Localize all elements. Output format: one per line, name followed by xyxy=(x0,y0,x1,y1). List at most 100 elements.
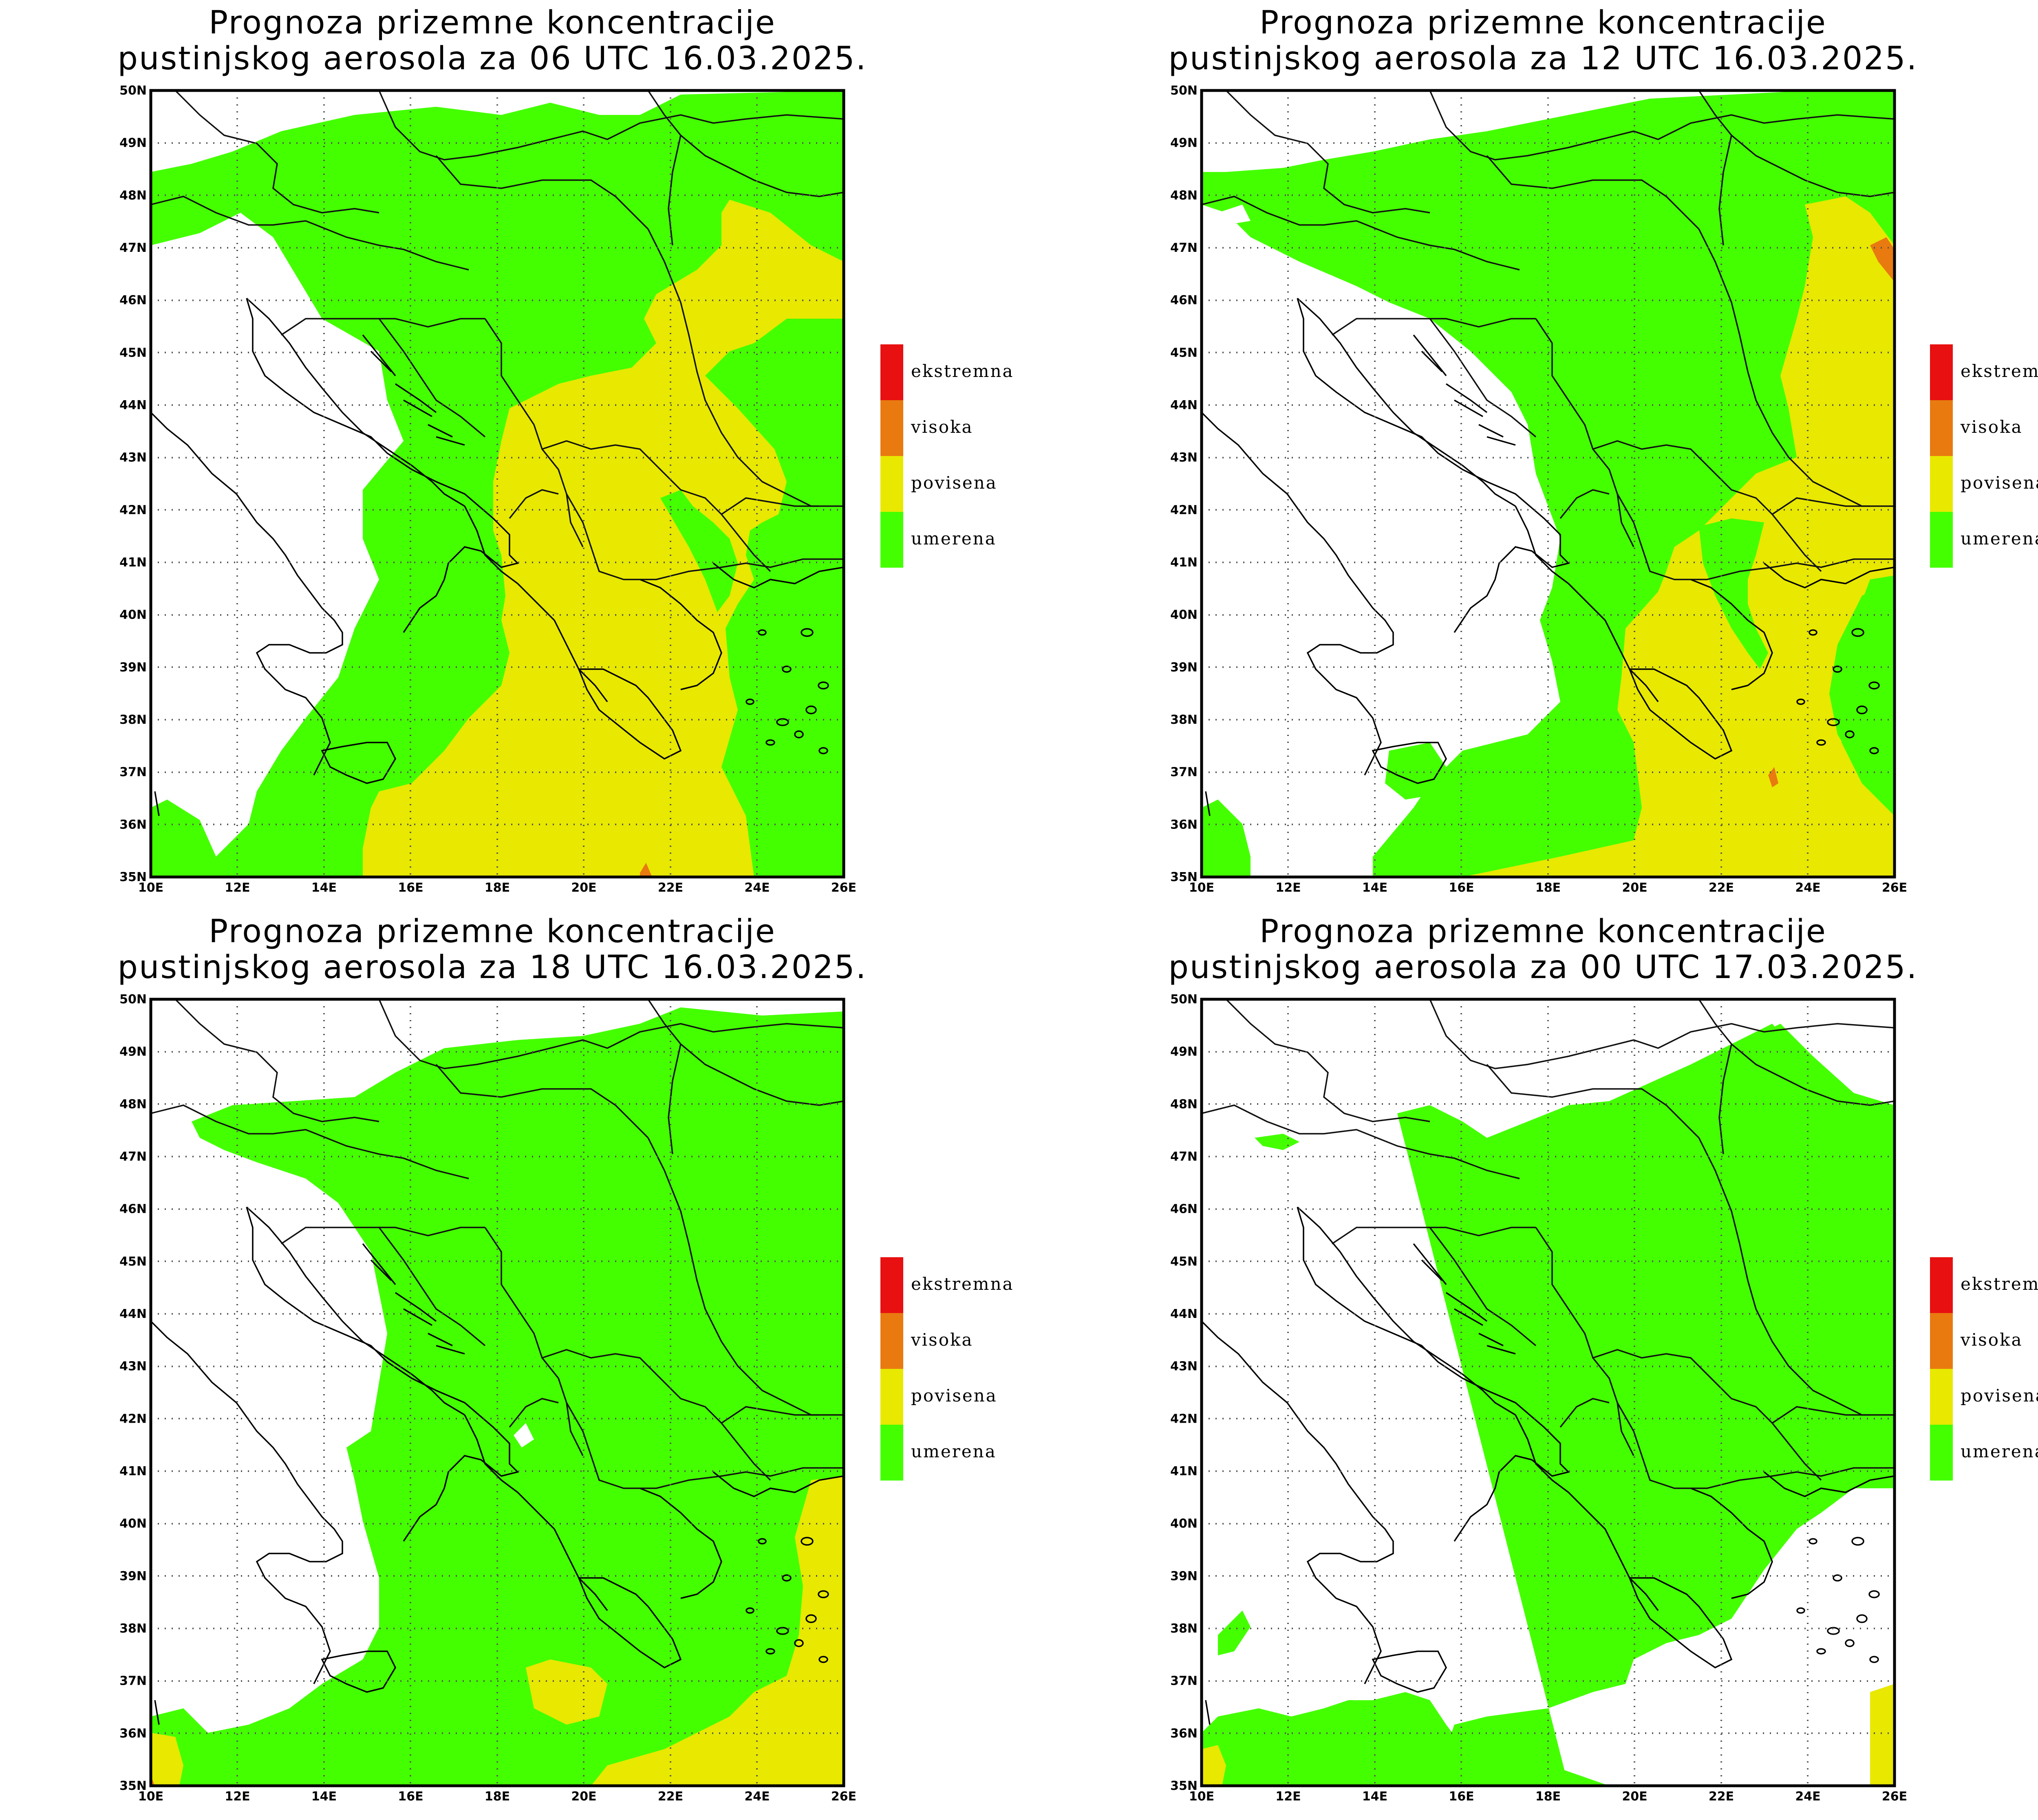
legend-swatch-ekstremna xyxy=(880,344,903,400)
povisena-region xyxy=(1462,196,1895,877)
legend-label-visoka: visoka xyxy=(1960,1330,2023,1350)
lat-tick-label: 50N xyxy=(119,992,147,1007)
lon-tick-label: 12E xyxy=(1275,1789,1301,1804)
lat-tick-label: 37N xyxy=(1170,1674,1198,1688)
legend-label-povisena: povisena xyxy=(911,473,997,493)
legend-swatch-ekstremna xyxy=(1930,1257,1953,1313)
lon-tick-label: 12E xyxy=(225,881,250,895)
legend-label-visoka: visoka xyxy=(1960,417,2023,437)
lat-tick-label: 38N xyxy=(119,713,147,727)
lat-tick-label: 36N xyxy=(119,817,147,832)
lat-tick-label: 35N xyxy=(1170,870,1198,884)
umerena-sw xyxy=(1202,800,1251,877)
lon-tick-label: 16E xyxy=(398,1789,423,1804)
legend-swatch-ekstremna xyxy=(1930,344,1953,400)
lat-tick-label: 50N xyxy=(119,84,147,98)
legend-swatch-povisena xyxy=(1930,456,1953,512)
legend-label-umerena: umerena xyxy=(1961,529,2038,549)
lat-tick-label: 42N xyxy=(1170,503,1198,517)
lon-tick-label: 22E xyxy=(658,881,683,895)
lat-tick-label: 44N xyxy=(1170,398,1198,412)
lon-tick-label: 16E xyxy=(398,881,423,895)
map-area xyxy=(1202,999,1895,1786)
lat-tick-label: 38N xyxy=(119,1622,147,1636)
panel-title-line2: pustinjskog aerosola za 12 UTC 16.03.202… xyxy=(1169,40,1918,77)
white-hungary-lake xyxy=(1218,205,1251,225)
lon-tick-label: 20E xyxy=(1622,1789,1647,1804)
lon-tick-label: 20E xyxy=(571,881,596,895)
povisena-se xyxy=(591,1476,844,1786)
legend-label-umerena: umerena xyxy=(911,529,997,549)
legend-label-ekstremna: ekstremna xyxy=(1961,361,2038,381)
lat-tick-label: 36N xyxy=(1170,817,1198,832)
legend-swatch-visoka xyxy=(1930,400,1953,456)
lon-tick-label: 22E xyxy=(658,1789,683,1804)
lon-tick-label: 14E xyxy=(1362,881,1387,895)
lat-tick-label: 38N xyxy=(1170,713,1198,727)
lat-tick-label: 37N xyxy=(119,1674,147,1688)
panel-12utc: Prognoza prizemne koncentracije pustinjs… xyxy=(1169,4,1918,877)
lon-tick-label: 26E xyxy=(1882,881,1907,895)
legend-swatch-umerena xyxy=(880,512,903,568)
legend: ekstremna visoka povisena umerena xyxy=(1930,344,2038,568)
panel-title-line2: pustinjskog aerosola za 18 UTC 16.03.202… xyxy=(118,949,867,986)
lat-tick-label: 36N xyxy=(119,1726,147,1741)
lon-tick-label: 18E xyxy=(1535,881,1561,895)
lat-tick-label: 43N xyxy=(1170,451,1198,465)
legend-swatch-visoka xyxy=(880,1313,903,1369)
lat-tick-label: 44N xyxy=(119,398,147,412)
lat-tick-label: 49N xyxy=(1170,136,1198,150)
lon-tick-label: 22E xyxy=(1709,881,1734,895)
lat-tick-label: 43N xyxy=(119,451,147,465)
lat-tick-label: 41N xyxy=(119,1464,147,1478)
lat-tick-label: 46N xyxy=(1170,1202,1198,1216)
lat-tick-label: 48N xyxy=(119,1097,147,1111)
legend-label-ekstremna: ekstremna xyxy=(911,1274,1014,1294)
legend: ekstremna visoka povisena umerena xyxy=(880,1257,1014,1481)
lat-tick-label: 47N xyxy=(119,1150,147,1164)
lon-tick-label: 12E xyxy=(1275,881,1301,895)
umerena-inner xyxy=(1699,518,1768,669)
legend-swatch-visoka xyxy=(1930,1313,1953,1369)
lat-tick-label: 37N xyxy=(119,765,147,780)
lon-tick-label: 24E xyxy=(1795,1789,1820,1804)
lat-tick-label: 45N xyxy=(1170,346,1198,360)
lat-tick-label: 40N xyxy=(1170,608,1198,622)
green-patch-mid xyxy=(660,490,738,612)
lat-tick-label: 49N xyxy=(1170,1045,1198,1059)
panel-18utc: Prognoza prizemne koncentracije pustinjs… xyxy=(118,913,867,1786)
lat-tick-label: 47N xyxy=(1170,1150,1198,1164)
legend-swatch-povisena xyxy=(1930,1369,1953,1425)
povisena-region xyxy=(363,200,844,877)
legend-swatch-visoka xyxy=(880,400,903,456)
lat-tick-label: 48N xyxy=(1170,1097,1198,1111)
lon-tick-label: 18E xyxy=(1535,1789,1561,1804)
lat-tick-label: 46N xyxy=(119,293,147,308)
panel-00utc: Prognoza prizemne koncentracije pustinjs… xyxy=(1169,913,1917,1786)
lat-tick-label: 44N xyxy=(119,1307,147,1321)
lon-tick-label: 10E xyxy=(1189,1789,1214,1804)
legend-swatch-povisena xyxy=(880,456,903,512)
lat-tick-label: 39N xyxy=(1170,1569,1198,1583)
lat-tick-label: 45N xyxy=(119,346,147,360)
lat-tick-label: 39N xyxy=(1170,660,1198,674)
legend-label-povisena: povisena xyxy=(911,1386,997,1406)
lon-tick-label: 16E xyxy=(1449,881,1474,895)
map-area xyxy=(151,90,844,877)
lon-tick-label: 16E xyxy=(1449,1789,1474,1804)
panel-06utc: Prognoza prizemne koncentracije pustinjs… xyxy=(118,4,866,877)
legend-label-visoka: visoka xyxy=(911,417,973,437)
lon-tick-label: 18E xyxy=(485,881,510,895)
lat-tick-label: 37N xyxy=(1170,765,1198,780)
lon-tick-label: 20E xyxy=(571,1789,596,1804)
lon-tick-label: 10E xyxy=(138,881,163,895)
visoka-dot xyxy=(640,863,652,877)
legend-swatch-umerena xyxy=(880,1425,903,1481)
lat-tick-label: 44N xyxy=(1170,1307,1198,1321)
lat-tick-label: 45N xyxy=(1170,1254,1198,1269)
legend: ekstremna visoka povisena umerena xyxy=(1930,1257,2038,1481)
lat-tick-label: 35N xyxy=(1170,1779,1198,1793)
panel-title-line1: Prognoza prizemne koncentracije xyxy=(1259,913,1827,950)
legend-swatch-povisena xyxy=(880,1369,903,1425)
